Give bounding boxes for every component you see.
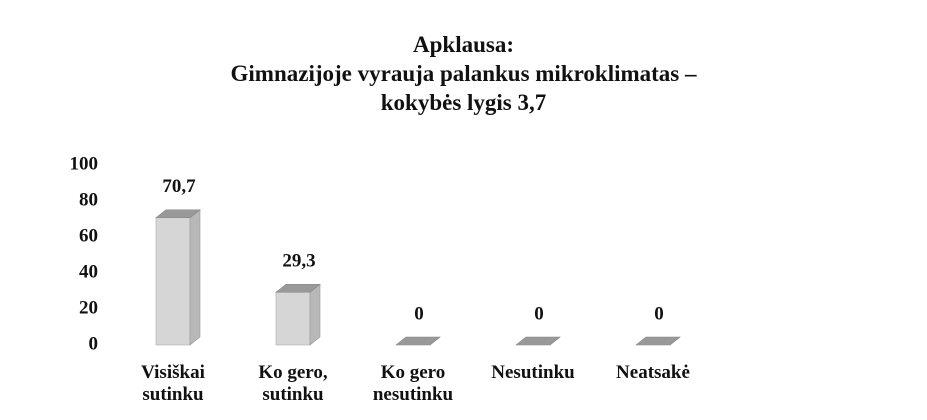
y-tick-label: 0 (89, 333, 99, 354)
data-label: 0 (534, 303, 544, 324)
y-tick-label: 80 (79, 189, 98, 210)
bar-side (189, 209, 201, 346)
y-tick-label: 60 (79, 225, 98, 246)
bar (515, 336, 561, 346)
chart-title: Apklausa: Gimnazijoje vyrauja palankus m… (230, 32, 697, 115)
bar-top (275, 283, 321, 293)
bar (395, 336, 441, 346)
x-tick-label: Visiškai sutinku (141, 362, 205, 405)
bar-front (275, 291, 311, 346)
bar-top (395, 336, 441, 346)
bar (635, 336, 681, 346)
x-tick-label: Ko gero nesutinku (372, 362, 454, 405)
data-label: 70,7 (162, 176, 196, 197)
data-label: 0 (414, 303, 424, 324)
bar-top (515, 336, 561, 346)
data-label: 0 (654, 303, 664, 324)
bar (275, 283, 321, 346)
bar-top (635, 336, 681, 346)
bar-side (309, 283, 321, 346)
bar-top (155, 209, 201, 219)
x-tick-label: Ko gero, sutinku (258, 362, 328, 405)
y-tick-label: 100 (70, 153, 99, 174)
data-label: 29,3 (282, 251, 315, 272)
x-tick-label: Nesutinku (491, 362, 575, 383)
bar-front (155, 217, 191, 346)
x-tick-label: Neatsakė (616, 362, 690, 383)
y-tick-label: 40 (79, 261, 98, 282)
bar (155, 209, 201, 346)
y-tick-label: 20 (79, 297, 98, 318)
